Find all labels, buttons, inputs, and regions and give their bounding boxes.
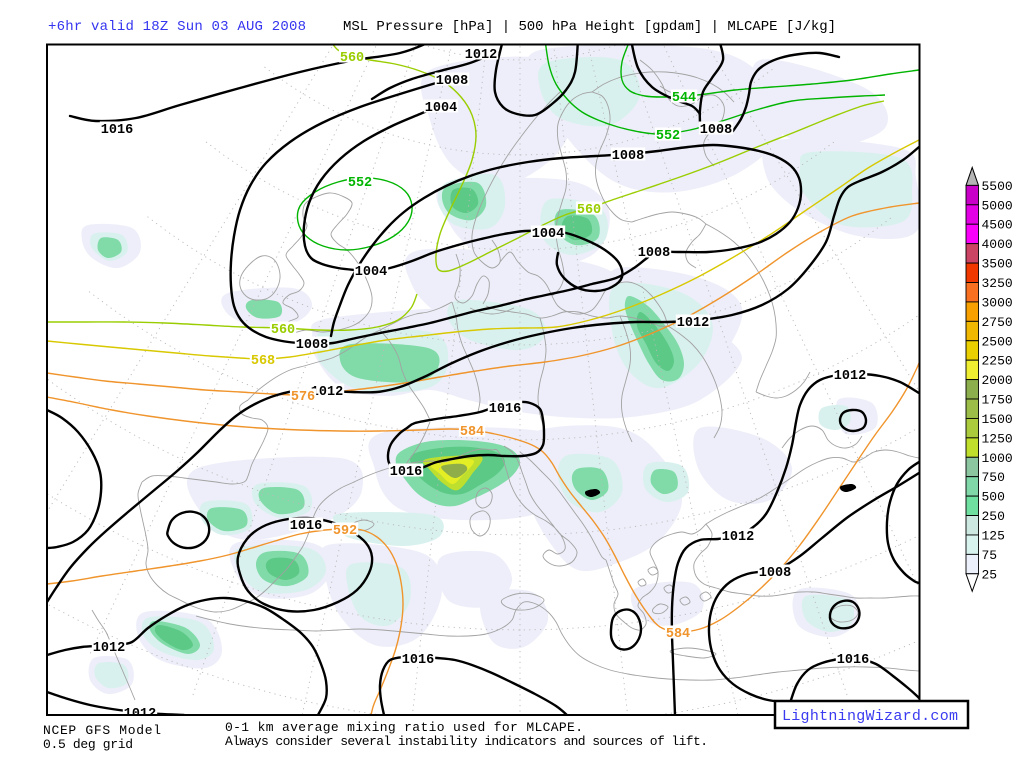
- svg-text:0-1 km average mixing ratio us: 0-1 km average mixing ratio used for MLC…: [225, 720, 583, 735]
- svg-text:1750: 1750: [982, 393, 1013, 408]
- svg-text:4500: 4500: [982, 218, 1013, 233]
- svg-text:1016: 1016: [390, 465, 422, 480]
- svg-text:1016: 1016: [837, 653, 869, 668]
- svg-text:1008: 1008: [436, 74, 468, 89]
- svg-text:250: 250: [982, 509, 1005, 524]
- svg-text:1000: 1000: [982, 451, 1013, 466]
- svg-text:1008: 1008: [638, 246, 670, 261]
- svg-text:1008: 1008: [700, 123, 732, 138]
- svg-text:1004: 1004: [532, 227, 564, 242]
- svg-text:500: 500: [982, 490, 1005, 505]
- svg-text:1016: 1016: [489, 402, 521, 417]
- svg-text:584: 584: [460, 425, 484, 440]
- svg-text:1500: 1500: [982, 412, 1013, 427]
- svg-text:75: 75: [982, 548, 998, 563]
- svg-text:1012: 1012: [465, 48, 497, 63]
- svg-text:1012: 1012: [722, 530, 754, 545]
- svg-text:25: 25: [982, 567, 998, 582]
- svg-text:2500: 2500: [982, 334, 1013, 349]
- svg-text:750: 750: [982, 470, 1005, 485]
- svg-text:1008: 1008: [612, 149, 644, 164]
- svg-text:1016: 1016: [101, 123, 133, 138]
- svg-text:5500: 5500: [982, 179, 1013, 194]
- svg-text:4000: 4000: [982, 237, 1013, 252]
- svg-text:560: 560: [340, 51, 364, 66]
- svg-text:2250: 2250: [982, 354, 1013, 369]
- svg-text:584: 584: [666, 627, 690, 642]
- svg-text:1008: 1008: [296, 338, 328, 353]
- svg-text:1012: 1012: [311, 385, 343, 400]
- svg-text:552: 552: [656, 129, 680, 144]
- svg-text:1012: 1012: [834, 369, 866, 384]
- svg-text:592: 592: [333, 524, 357, 539]
- svg-text:1012: 1012: [677, 316, 709, 331]
- svg-text:1004: 1004: [355, 265, 387, 280]
- svg-text:1004: 1004: [425, 101, 457, 116]
- svg-text:568: 568: [251, 354, 275, 369]
- svg-text:1016: 1016: [290, 519, 322, 534]
- svg-text:MSL Pressure [hPa] | 500 hPa H: MSL Pressure [hPa] | 500 hPa Height [gpd…: [343, 19, 836, 35]
- svg-text:2000: 2000: [982, 373, 1013, 388]
- svg-text:125: 125: [982, 528, 1005, 543]
- svg-text:Always consider several instab: Always consider several instability indi…: [225, 734, 708, 749]
- svg-text:2750: 2750: [982, 315, 1013, 330]
- svg-text:LightningWizard.com: LightningWizard.com: [782, 708, 958, 725]
- svg-text:0.5 deg grid: 0.5 deg grid: [43, 737, 133, 752]
- svg-text:+6hr valid 18Z Sun 03 AUG 2008: +6hr valid 18Z Sun 03 AUG 2008: [48, 19, 306, 35]
- svg-text:576: 576: [291, 390, 315, 405]
- svg-text:3500: 3500: [982, 257, 1013, 272]
- svg-text:3250: 3250: [982, 276, 1013, 291]
- svg-text:560: 560: [577, 203, 601, 218]
- svg-text:1012: 1012: [93, 641, 125, 656]
- svg-text:1250: 1250: [982, 431, 1013, 446]
- svg-text:1016: 1016: [402, 653, 434, 668]
- svg-text:5000: 5000: [982, 198, 1013, 213]
- svg-text:3000: 3000: [982, 295, 1013, 310]
- svg-text:552: 552: [348, 176, 372, 191]
- svg-text:1008: 1008: [759, 566, 791, 581]
- svg-text:1012: 1012: [124, 707, 156, 722]
- svg-text:NCEP GFS Model: NCEP GFS Model: [43, 723, 161, 738]
- svg-text:544: 544: [672, 91, 696, 106]
- svg-text:560: 560: [271, 323, 295, 338]
